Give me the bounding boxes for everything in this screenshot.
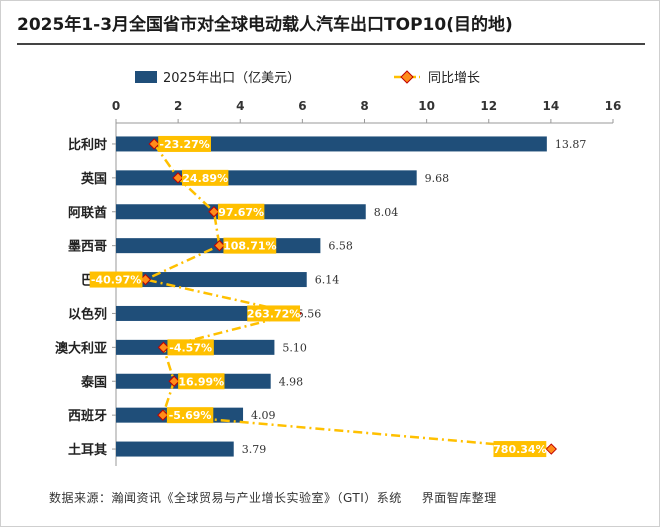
x-tick-label: 14 bbox=[543, 99, 560, 113]
growth-label-bg bbox=[167, 339, 214, 356]
credit-text: 界面智库整理 bbox=[421, 491, 497, 505]
growth-label-bg bbox=[247, 305, 301, 322]
bar-value-label: 4.09 bbox=[251, 409, 276, 422]
growth-label: 108.71% bbox=[223, 240, 276, 253]
growth-label: 24.89% bbox=[182, 172, 228, 185]
growth-line bbox=[141, 143, 552, 451]
category-label: 西班牙 bbox=[68, 408, 107, 424]
category-label: 墨西哥 bbox=[68, 239, 107, 255]
source-note: 数据来源：瀚闻资讯《全球贸易与产业增长实验室》（GTI）系统 界面智库整理 bbox=[49, 489, 497, 506]
growth-marker bbox=[213, 239, 226, 252]
growth-marker bbox=[208, 206, 220, 218]
bar-value-label: 3.79 bbox=[242, 443, 267, 456]
title-divider bbox=[17, 43, 645, 45]
bar bbox=[116, 305, 289, 321]
bar-value-label: 6.58 bbox=[328, 240, 353, 253]
category-label: 阿联酋 bbox=[68, 205, 107, 221]
growth-label-bg bbox=[178, 373, 225, 390]
category-label: 澳大利亚 bbox=[55, 340, 107, 356]
chart-svg: 2025年出口（亿美元） 同比增长 0 2 4 6 8 10 12 14 16 比利时 13.87 英国 9… bbox=[55, 70, 622, 466]
x-tick-label: 6 bbox=[298, 99, 306, 113]
bar-value-label: 5.56 bbox=[297, 307, 322, 320]
bar bbox=[116, 170, 417, 186]
bar bbox=[116, 136, 547, 152]
chart-title: 2025年1-3月全国省市对全球电动载人汽车出口TOP10(目的地) bbox=[17, 15, 513, 35]
bar bbox=[116, 441, 234, 457]
category-label: 以色列 bbox=[68, 306, 107, 322]
growth-label: 263.72% bbox=[247, 307, 300, 320]
growth-label-bg bbox=[166, 407, 214, 424]
growth-marker bbox=[545, 443, 557, 455]
growth-marker bbox=[172, 172, 184, 184]
x-tick-label: 4 bbox=[236, 99, 244, 113]
bar-value-label: 5.10 bbox=[282, 341, 307, 354]
x-tick-label: 2 bbox=[174, 99, 182, 113]
growth-label-bg bbox=[493, 441, 547, 458]
legend-marker-growth bbox=[400, 70, 414, 84]
legend-swatch-export bbox=[135, 71, 157, 83]
bar-value-label: 8.04 bbox=[374, 206, 399, 219]
legend-label-export: 2025年出口（亿美元） bbox=[163, 71, 300, 86]
growth-label: -4.57% bbox=[169, 341, 212, 354]
growth-label: 16.99% bbox=[178, 375, 224, 388]
growth-marker bbox=[157, 341, 170, 354]
growth-label-bg bbox=[217, 203, 265, 220]
category-label: 泰国 bbox=[80, 374, 107, 390]
growth-label-bg bbox=[182, 169, 229, 186]
source-text: 数据来源：瀚闻资讯《全球贸易与产业增长实验室》（GTI）系统 bbox=[49, 491, 402, 505]
bar-value-label: 6.14 bbox=[315, 274, 340, 287]
growth-marker bbox=[168, 375, 180, 387]
growth-label-bg bbox=[89, 271, 143, 288]
category-label: 比利时 bbox=[68, 137, 107, 153]
x-tick-label: 0 bbox=[112, 99, 120, 113]
legend-label-growth: 同比增长 bbox=[428, 71, 480, 86]
bar bbox=[116, 272, 307, 288]
growth-marker bbox=[157, 409, 169, 421]
x-tick-label: 8 bbox=[360, 99, 368, 113]
x-tick-label: 16 bbox=[605, 99, 622, 113]
growth-label-bg bbox=[158, 135, 212, 152]
bar-value-label: 4.98 bbox=[279, 375, 304, 388]
category-label: 英国 bbox=[80, 171, 107, 187]
growth-label-bg bbox=[223, 237, 277, 254]
x-tick-label: 12 bbox=[480, 99, 497, 113]
growth-marker bbox=[148, 138, 160, 150]
category-label: 土耳其 bbox=[68, 442, 107, 458]
growth-label: -23.27% bbox=[159, 138, 209, 151]
x-tick-label: 10 bbox=[418, 99, 435, 113]
growth-label: -5.69% bbox=[169, 409, 212, 422]
growth-label: 780.34% bbox=[493, 443, 546, 456]
growth-label: -40.97% bbox=[91, 274, 141, 287]
bar-value-label: 9.68 bbox=[425, 172, 450, 185]
bar-value-label: 13.87 bbox=[555, 138, 587, 151]
growth-label: 97.67% bbox=[218, 206, 264, 219]
